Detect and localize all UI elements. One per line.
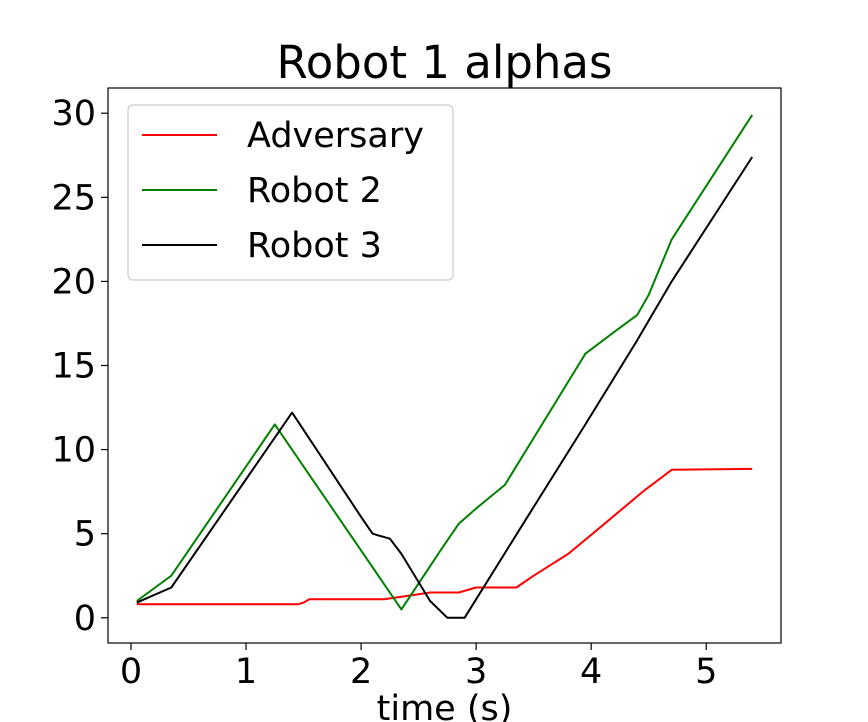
y-tick-label: 30 — [51, 94, 96, 134]
legend-box — [127, 104, 454, 281]
legend-label: Adversary — [247, 116, 424, 156]
y-axis: 0 5 10 15 20 25 30 — [51, 94, 108, 639]
series-line-robot-3 — [136, 156, 754, 619]
legend-label: Robot 3 — [247, 226, 382, 266]
y-tick-label: 25 — [51, 178, 96, 218]
x-tick-label: 5 — [695, 652, 717, 692]
plot-lines — [136, 114, 754, 619]
chart-title: Robot 1 alphas — [277, 36, 613, 89]
x-tick-label: 3 — [465, 652, 487, 692]
y-tick-label: 20 — [51, 262, 96, 302]
legend: Adversary Robot 2 Robot 3 — [127, 104, 454, 281]
series-line-adversary — [136, 467, 753, 606]
x-tick-label: 0 — [120, 652, 142, 692]
x-tick-label: 1 — [235, 652, 257, 692]
y-tick-label: 0 — [74, 599, 96, 639]
x-axis-label: time (s) — [377, 689, 513, 722]
series-line-robot-2 — [136, 114, 754, 611]
legend-label: Robot 2 — [247, 171, 382, 211]
y-tick-label: 15 — [51, 347, 96, 387]
x-tick-label: 2 — [350, 652, 372, 692]
x-axis: 0 1 2 3 4 5 — [120, 643, 717, 692]
y-tick-label: 10 — [51, 431, 96, 471]
y-tick-label: 5 — [74, 515, 96, 555]
x-tick-label: 4 — [580, 652, 602, 692]
